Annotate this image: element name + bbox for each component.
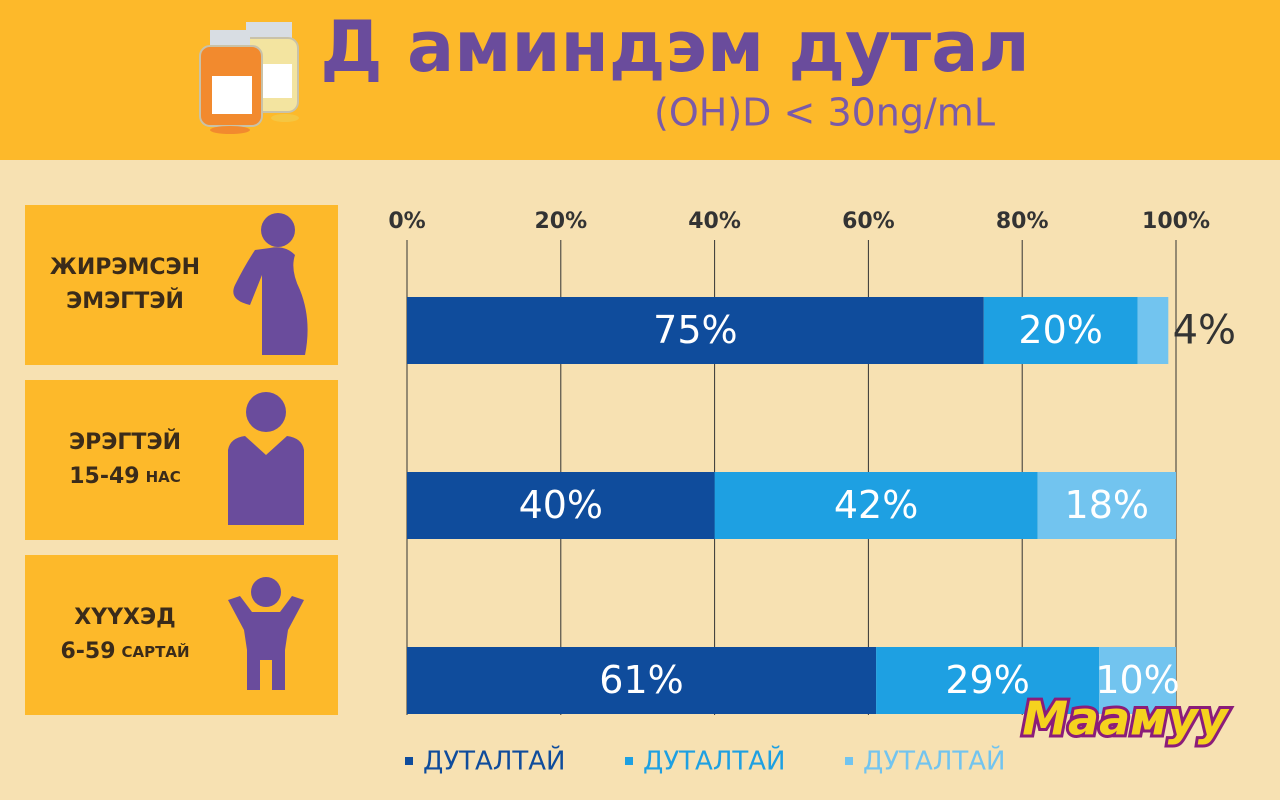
legend-swatch xyxy=(625,757,633,765)
category-label: ЖИРЭМСЭН xyxy=(50,255,200,280)
row-panel xyxy=(25,555,338,715)
legend-label: ДУТАЛТАЙ xyxy=(863,745,1006,777)
pregnant-woman-icon xyxy=(233,213,308,355)
value-label: 18% xyxy=(1065,483,1149,527)
category-label: 6-59 САРТАЙ xyxy=(60,639,189,664)
bar-segment xyxy=(714,472,1038,539)
category-label: ЭМЭГТЭЙ xyxy=(66,288,184,314)
subtitle: (OH)D < 30ng/mL xyxy=(654,91,995,135)
child-icon xyxy=(228,577,304,690)
bar-segment xyxy=(1099,647,1176,714)
value-label: 42% xyxy=(834,483,918,527)
row-panels xyxy=(25,205,338,715)
category-label: ЭРЭГТЭЙ xyxy=(69,429,181,455)
category-label-part: 15-49 xyxy=(69,464,139,489)
value-label: 75% xyxy=(653,308,737,352)
legend-swatch xyxy=(845,757,853,765)
x-tick-label: 20% xyxy=(534,209,587,234)
bar-segment xyxy=(407,647,877,714)
category-label-part: НАС xyxy=(146,468,181,486)
x-tick-label: 60% xyxy=(842,209,895,234)
legend-label: ДУТАЛТАЙ xyxy=(423,745,566,777)
bar-segment xyxy=(1137,297,1169,364)
man-icon xyxy=(228,392,304,525)
vitamin-bottles-icon xyxy=(199,22,299,134)
value-label: 4% xyxy=(1173,308,1236,354)
category-label-part: 6-59 xyxy=(60,639,115,664)
bar-segment xyxy=(1037,472,1176,539)
brand-logo: Маамуу xyxy=(1019,689,1232,749)
category-label: 15-49 НАС xyxy=(69,464,181,489)
brand-text: Маамуу xyxy=(1022,692,1229,746)
value-label: 29% xyxy=(945,658,1029,702)
bar-segment xyxy=(983,297,1138,364)
x-tick-label: 100% xyxy=(1142,209,1210,234)
title: Д аминдэм дутал xyxy=(320,6,1029,88)
legend-label: ДУТАЛТАЙ xyxy=(643,745,786,777)
value-label: 61% xyxy=(599,658,683,702)
x-tick-label: 80% xyxy=(996,209,1049,234)
value-label: 40% xyxy=(519,483,603,527)
bar-segment xyxy=(876,647,1100,714)
bar-segment xyxy=(407,472,715,539)
legend-swatch xyxy=(405,757,413,765)
category-label-part: САРТАЙ xyxy=(122,642,190,661)
value-label: 10% xyxy=(1095,658,1179,702)
bar-segment xyxy=(407,297,984,364)
x-tick-label: 40% xyxy=(688,209,741,234)
value-label: 20% xyxy=(1018,308,1102,352)
x-tick-label: 0% xyxy=(388,209,425,234)
category-label: ХҮҮХЭД xyxy=(74,605,176,630)
